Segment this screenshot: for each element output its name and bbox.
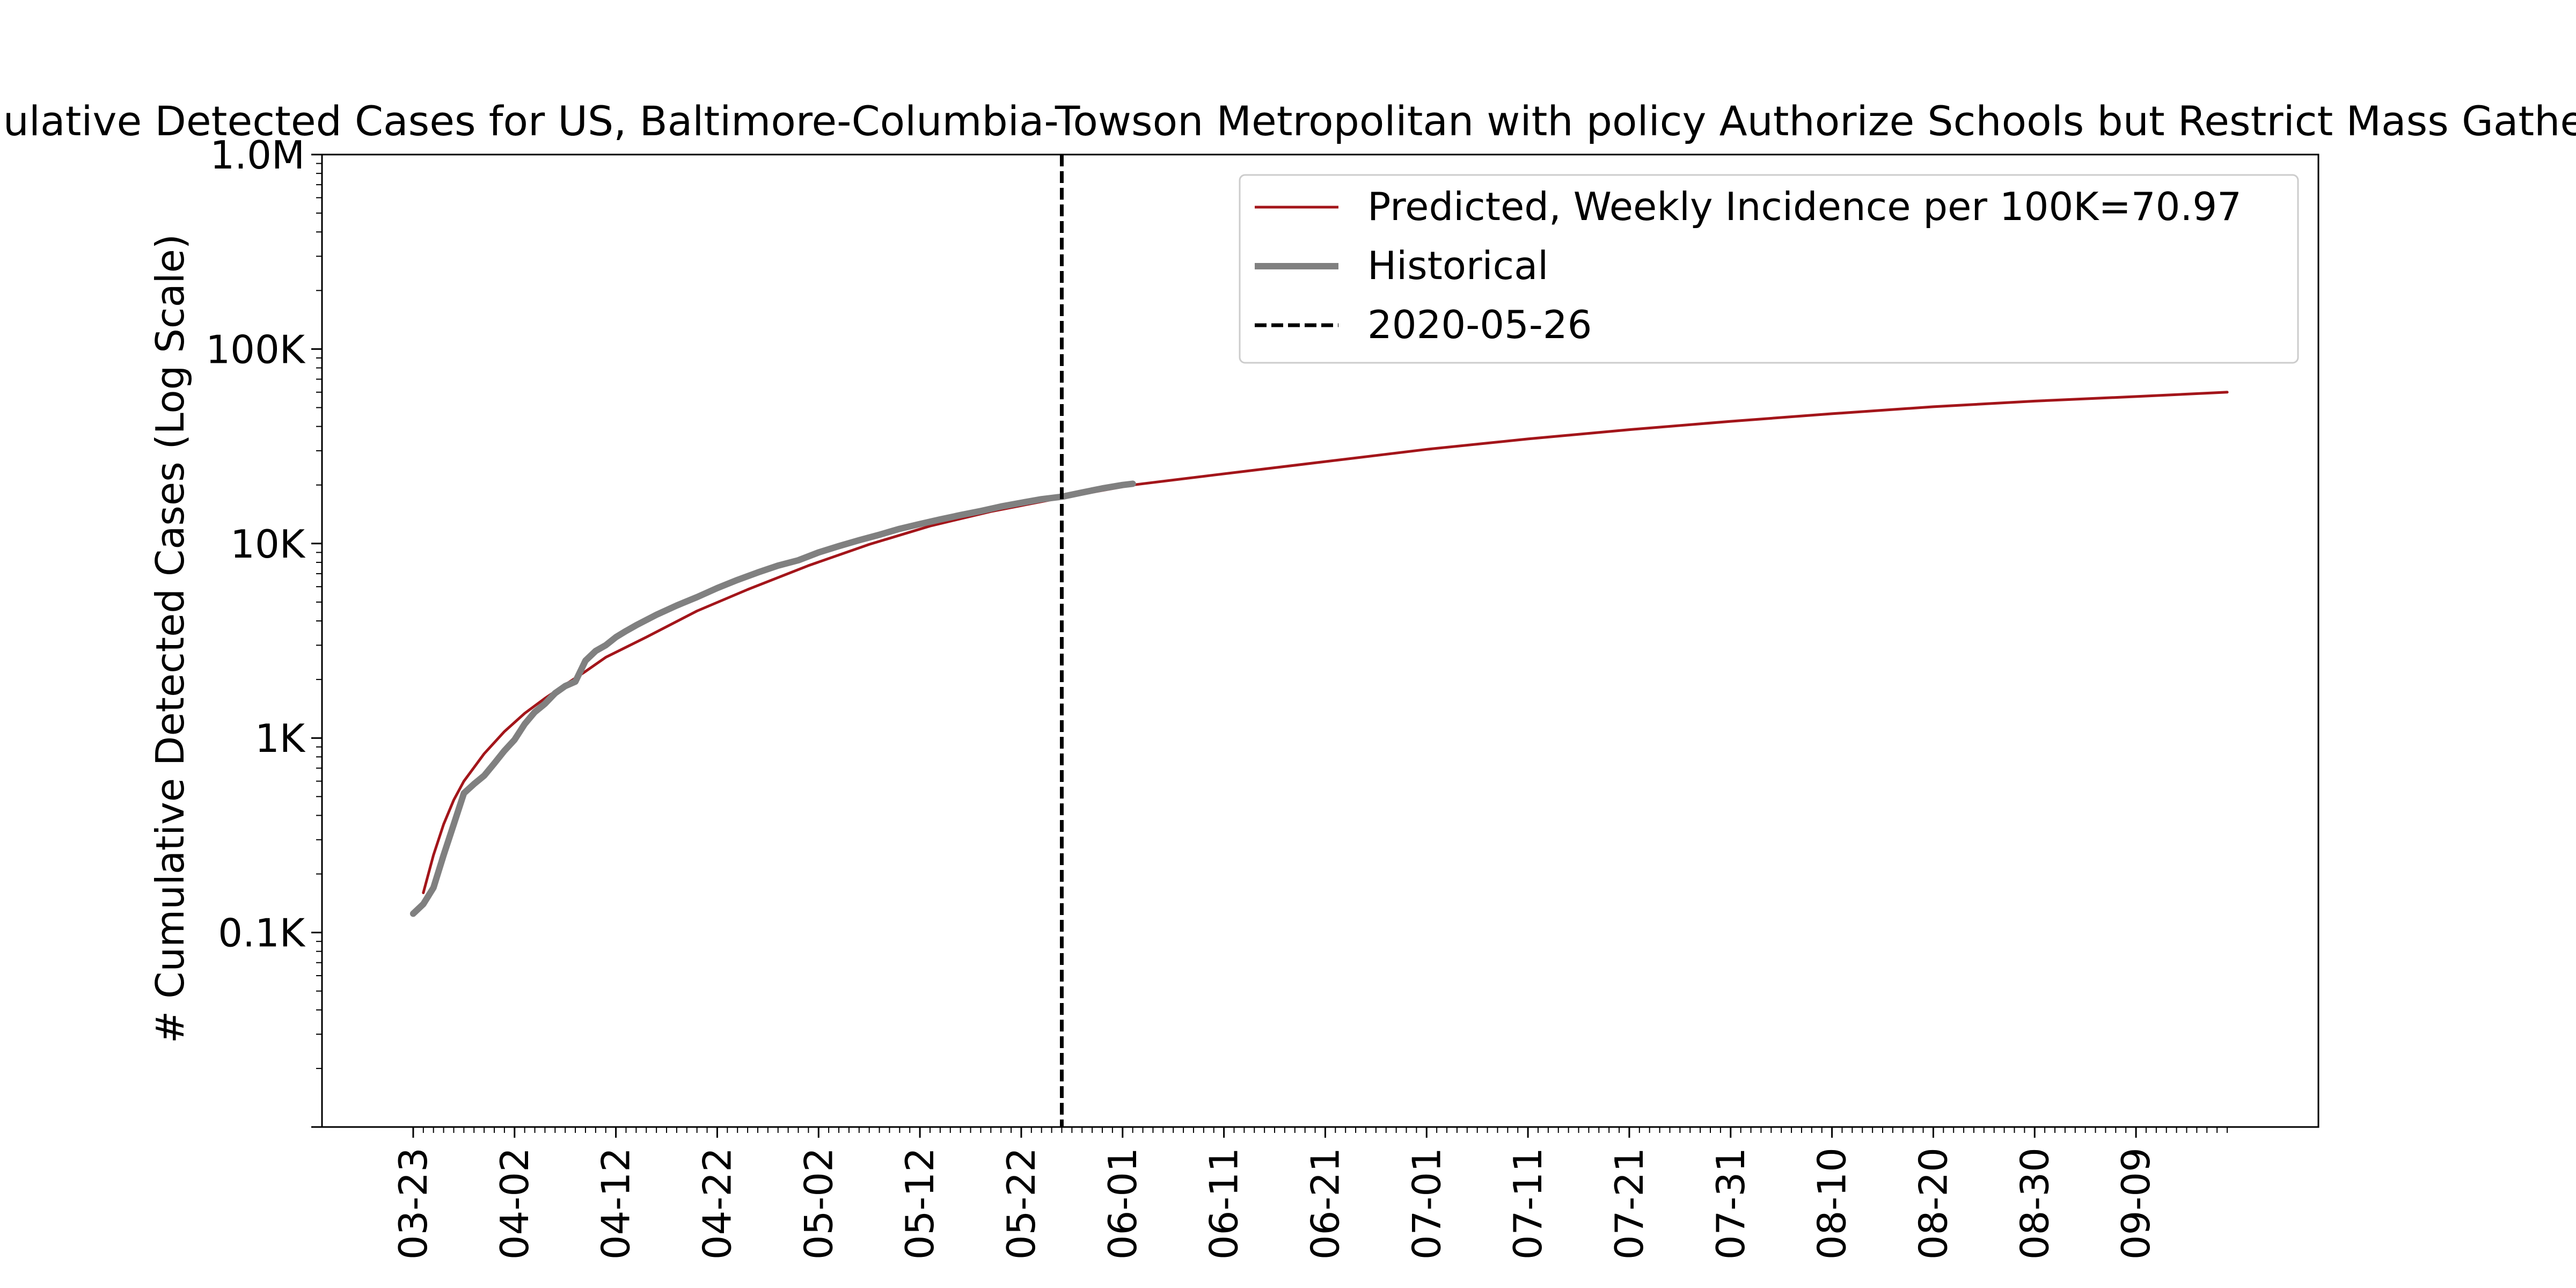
x-tick-label: 05-02 (796, 1147, 841, 1260)
x-tick-label: 06-01 (1100, 1147, 1145, 1260)
y-tick-label: 1.0M (210, 133, 305, 178)
plot-frame (321, 153, 2319, 1128)
x-tick-label: 04-22 (694, 1147, 740, 1260)
legend-label-predicted: Predicted, Weekly Incidence per 100K=70.… (1367, 184, 2242, 229)
x-tick-label: 07-11 (1505, 1147, 1550, 1260)
series-layer (409, 391, 2229, 917)
x-tick-label: 05-22 (999, 1147, 1044, 1260)
x-tick-label: 04-02 (492, 1147, 537, 1260)
y-axis-ticks: 0.1K 1K 10K 100K 1.0M (206, 133, 322, 1128)
x-tick-label: 08-20 (1911, 1147, 1956, 1260)
legend-box (1239, 174, 2299, 364)
series-predicted-line (422, 391, 2229, 895)
x-tick-label: 08-10 (1810, 1147, 1855, 1260)
y-tick-label: 10K (230, 522, 306, 567)
x-tick-label: 07-21 (1607, 1147, 1652, 1260)
x-tick-label: 06-21 (1302, 1147, 1348, 1260)
x-tick-label: 03-23 (391, 1147, 436, 1260)
x-tick-label: 06-11 (1202, 1147, 1247, 1260)
legend-label-historical: Historical (1367, 243, 1548, 288)
legend: Predicted, Weekly Incidence per 100K=70.… (1239, 174, 2299, 364)
y-tick-label: 1K (255, 716, 306, 761)
y-tick-label: 0.1K (218, 911, 306, 956)
x-axis-ticks: 03-23 04-02 04-12 04-22 05-02 05-12 05-22 06-01… (391, 1127, 2158, 1260)
legend-label-reference-date: 2020-05-26 (1367, 302, 1592, 347)
x-tick-label: 07-01 (1404, 1147, 1449, 1260)
x-tick-label: 07-31 (1708, 1147, 1753, 1260)
y-axis-label: # Cumulative Detected Cases (Log Scale) (148, 234, 193, 1043)
chart-title: Cumulative Detected Cases for US, Baltim… (0, 97, 2576, 145)
x-tick-label: 04-12 (594, 1147, 639, 1260)
x-tick-label: 05-12 (897, 1147, 942, 1260)
y-tick-label: 100K (206, 327, 305, 372)
x-tick-label: 09-09 (2113, 1147, 2158, 1260)
x-tick-label: 08-30 (2012, 1147, 2057, 1260)
series-historical-line (409, 480, 1136, 917)
